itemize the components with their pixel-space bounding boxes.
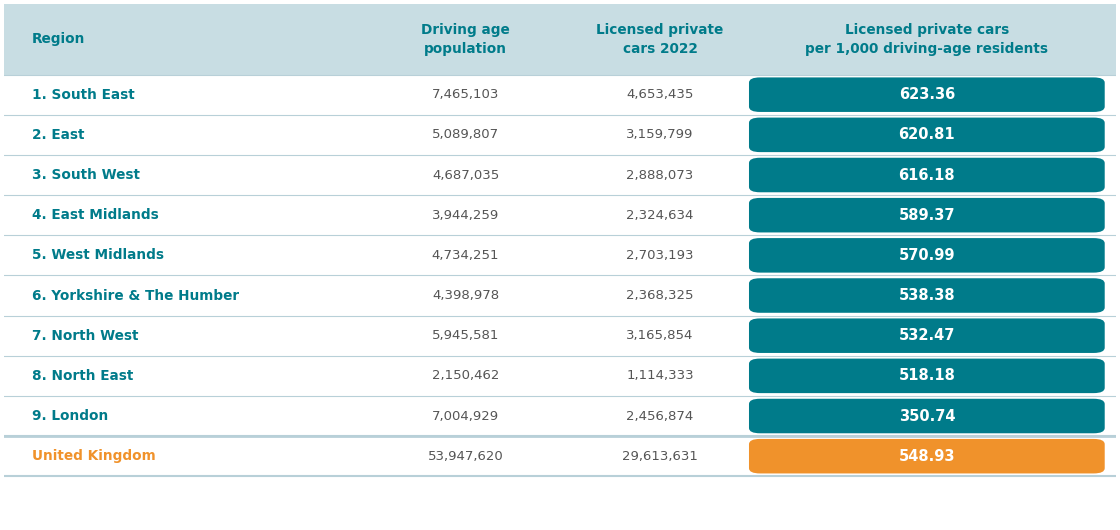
Text: 538.38: 538.38 [898, 288, 955, 303]
Text: 2,888,073: 2,888,073 [626, 169, 693, 181]
Text: 4,653,435: 4,653,435 [626, 88, 693, 101]
Text: 2,703,193: 2,703,193 [626, 249, 693, 262]
FancyBboxPatch shape [4, 155, 1116, 195]
Text: 7. North West: 7. North West [32, 329, 139, 343]
Text: 1,114,333: 1,114,333 [626, 369, 694, 382]
Text: 7,004,929: 7,004,929 [432, 410, 500, 422]
Text: 29,613,631: 29,613,631 [622, 449, 698, 463]
FancyBboxPatch shape [4, 276, 1116, 315]
Text: 350.74: 350.74 [898, 409, 955, 423]
Text: 623.36: 623.36 [898, 87, 955, 102]
Text: 616.18: 616.18 [898, 167, 955, 182]
Text: 2. East: 2. East [32, 128, 84, 142]
Text: 4,687,035: 4,687,035 [432, 169, 500, 181]
FancyBboxPatch shape [4, 75, 1116, 115]
Text: 53,947,620: 53,947,620 [428, 449, 503, 463]
Text: 4,734,251: 4,734,251 [431, 249, 500, 262]
Text: Licensed private cars
per 1,000 driving-age residents: Licensed private cars per 1,000 driving-… [805, 23, 1048, 56]
FancyBboxPatch shape [749, 319, 1104, 353]
FancyBboxPatch shape [749, 399, 1104, 434]
FancyBboxPatch shape [4, 436, 1116, 476]
FancyBboxPatch shape [4, 235, 1116, 276]
FancyBboxPatch shape [749, 118, 1104, 152]
Text: 8. North East: 8. North East [32, 369, 133, 383]
FancyBboxPatch shape [749, 439, 1104, 473]
Text: 3,944,259: 3,944,259 [432, 209, 500, 222]
Text: Licensed private
cars 2022: Licensed private cars 2022 [597, 23, 724, 56]
FancyBboxPatch shape [749, 77, 1104, 112]
Text: 3,165,854: 3,165,854 [626, 329, 693, 342]
Text: 5. West Midlands: 5. West Midlands [32, 249, 164, 262]
Text: 2,324,634: 2,324,634 [626, 209, 693, 222]
FancyBboxPatch shape [749, 158, 1104, 192]
Text: 3. South West: 3. South West [32, 168, 140, 182]
Text: 3,159,799: 3,159,799 [626, 128, 693, 142]
FancyBboxPatch shape [749, 238, 1104, 272]
FancyBboxPatch shape [4, 315, 1116, 356]
Text: 4,398,978: 4,398,978 [432, 289, 500, 302]
Text: 589.37: 589.37 [898, 208, 955, 223]
Text: 548.93: 548.93 [898, 449, 955, 464]
FancyBboxPatch shape [4, 356, 1116, 396]
FancyBboxPatch shape [749, 359, 1104, 393]
FancyBboxPatch shape [4, 195, 1116, 235]
Text: 2,368,325: 2,368,325 [626, 289, 693, 302]
Text: Driving age
population: Driving age population [421, 23, 510, 56]
FancyBboxPatch shape [749, 198, 1104, 233]
Text: 1. South East: 1. South East [32, 87, 134, 102]
Text: 6. Yorkshire & The Humber: 6. Yorkshire & The Humber [32, 288, 239, 303]
FancyBboxPatch shape [4, 396, 1116, 436]
Text: 4. East Midlands: 4. East Midlands [32, 208, 159, 222]
Text: 9. London: 9. London [32, 409, 109, 423]
FancyBboxPatch shape [4, 4, 1116, 75]
Text: 518.18: 518.18 [898, 368, 955, 383]
FancyBboxPatch shape [749, 278, 1104, 313]
Text: 5,089,807: 5,089,807 [432, 128, 500, 142]
FancyBboxPatch shape [4, 115, 1116, 155]
Text: 570.99: 570.99 [898, 248, 955, 263]
Text: 5,945,581: 5,945,581 [432, 329, 500, 342]
Text: 620.81: 620.81 [898, 127, 955, 143]
Text: 532.47: 532.47 [898, 328, 955, 343]
Text: United Kingdom: United Kingdom [32, 449, 156, 463]
Text: 7,465,103: 7,465,103 [432, 88, 500, 101]
Text: 2,150,462: 2,150,462 [432, 369, 500, 382]
Text: Region: Region [32, 32, 85, 47]
Text: 2,456,874: 2,456,874 [626, 410, 693, 422]
